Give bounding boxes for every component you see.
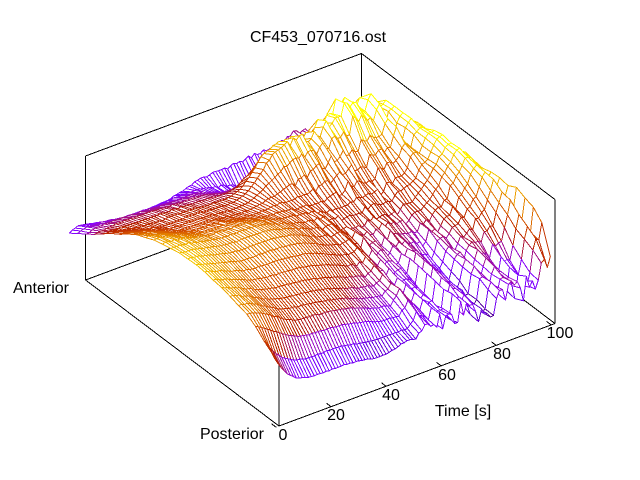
svg-text:Anterior: Anterior bbox=[13, 280, 70, 297]
svg-text:0: 0 bbox=[279, 427, 288, 444]
svg-text:100: 100 bbox=[547, 325, 574, 342]
svg-text:40: 40 bbox=[382, 387, 400, 404]
svg-text:Posterior: Posterior bbox=[200, 426, 265, 443]
svg-text:20: 20 bbox=[327, 407, 345, 424]
svg-text:Time [s]: Time [s] bbox=[435, 403, 491, 420]
svg-text:80: 80 bbox=[493, 346, 511, 363]
svg-text:60: 60 bbox=[438, 367, 456, 384]
svg-text:CF453_070716.ost: CF453_070716.ost bbox=[250, 29, 387, 46]
